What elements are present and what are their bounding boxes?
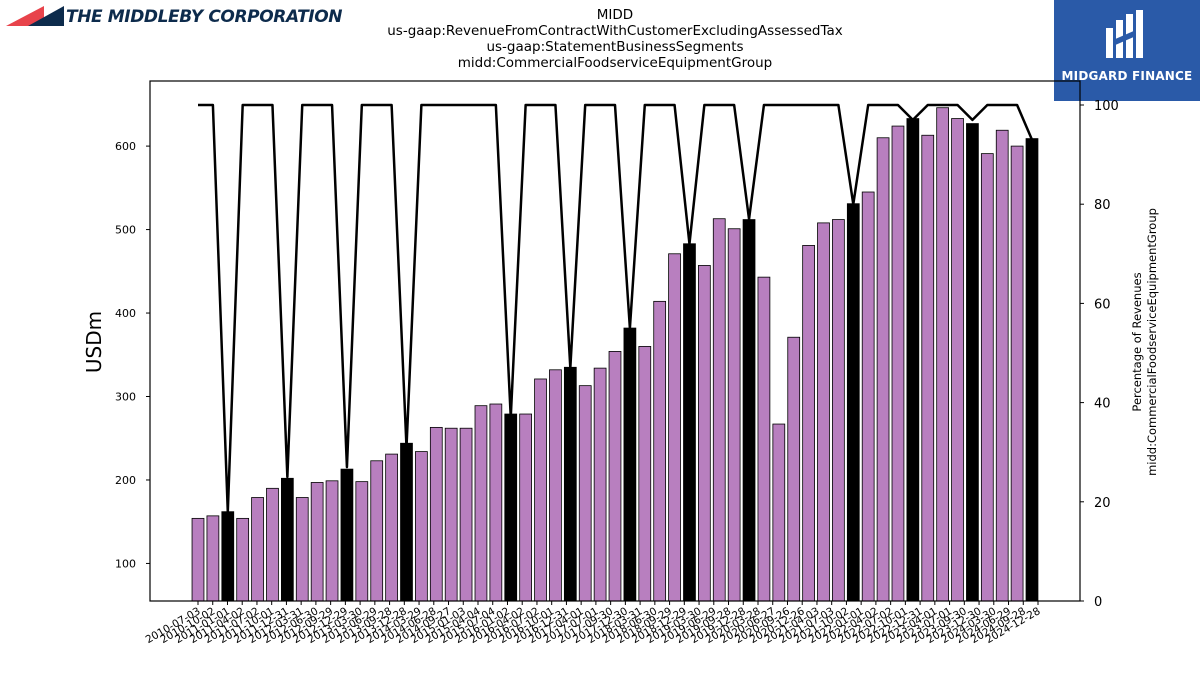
bar-48 bbox=[906, 118, 920, 602]
bar-18 bbox=[459, 427, 473, 602]
bar-26 bbox=[578, 385, 592, 602]
bar-2 bbox=[221, 511, 235, 602]
title-line-concept: us-gaap:RevenueFromContractWithCustomerE… bbox=[387, 23, 843, 39]
y2-axis-label-line1: Percentage of Revenues bbox=[1130, 272, 1144, 412]
title-line-axis: us-gaap:StatementBusinessSegments bbox=[486, 39, 744, 55]
y2-tick-label-2: 40 bbox=[1094, 397, 1111, 412]
bar-46 bbox=[876, 137, 890, 602]
y2-tick-label-0: 0 bbox=[1094, 595, 1102, 610]
bar-11 bbox=[355, 481, 369, 602]
middleby-logo: THE MIDDLEBY CORPORATION bbox=[6, 4, 342, 30]
bar-38 bbox=[757, 276, 771, 602]
bar-6 bbox=[280, 477, 294, 602]
y2-axis-label: Percentage of Revenues midd:CommercialFo… bbox=[1130, 208, 1160, 476]
bar-39 bbox=[772, 423, 786, 602]
bar-7 bbox=[295, 497, 309, 602]
bar-1 bbox=[206, 515, 220, 602]
bar-4 bbox=[251, 497, 264, 602]
bar-3 bbox=[236, 517, 250, 602]
midgard-logo-mark bbox=[1106, 10, 1143, 58]
y-tick-label-5: 600 bbox=[115, 140, 136, 153]
bar-21 bbox=[504, 413, 518, 602]
y2-tick-label-5: 100 bbox=[1094, 99, 1119, 114]
bar-16 bbox=[429, 426, 443, 602]
bar-9 bbox=[325, 480, 339, 602]
middleby-logo-text: THE MIDDLEBY CORPORATION bbox=[66, 7, 343, 27]
bar-52 bbox=[966, 123, 979, 602]
bar-45 bbox=[861, 191, 875, 602]
bar-8 bbox=[310, 482, 324, 602]
bar-24 bbox=[549, 369, 562, 602]
bar-20 bbox=[489, 403, 503, 602]
bar-13 bbox=[385, 453, 398, 602]
axes-layer: 1002003004005006000204060801002010-07-03… bbox=[115, 80, 1119, 646]
bar-42 bbox=[817, 222, 830, 602]
title-line-member: midd:CommercialFoodserviceEquipmentGroup bbox=[457, 55, 773, 71]
middleby-logo-mark bbox=[6, 6, 64, 26]
bar-22 bbox=[519, 413, 533, 602]
chart-title: MIDD us-gaap:RevenueFromContractWithCust… bbox=[315, 7, 915, 71]
bar-28 bbox=[608, 351, 622, 602]
plot-frame bbox=[149, 80, 1081, 602]
bar-36 bbox=[727, 228, 741, 602]
y2-axis-label-line2: midd:CommercialFoodserviceEquipmentGroup bbox=[1145, 208, 1159, 476]
y-tick-label-3: 400 bbox=[115, 307, 136, 320]
bar-50 bbox=[936, 107, 950, 602]
bar-0 bbox=[191, 517, 205, 602]
bar-51 bbox=[951, 118, 964, 602]
bar-33 bbox=[683, 243, 696, 602]
midgard-finance-logo: MIDGARD FINANCE bbox=[1054, 0, 1200, 101]
y-axis-label: USDm bbox=[82, 310, 106, 374]
bar-41 bbox=[802, 245, 815, 602]
bar-54 bbox=[995, 129, 1009, 602]
bar-34 bbox=[698, 265, 711, 602]
bar-23 bbox=[534, 378, 547, 602]
y2-tick-label-3: 60 bbox=[1094, 297, 1111, 312]
bar-5 bbox=[266, 487, 279, 602]
bars-layer bbox=[191, 107, 1039, 602]
bar-14 bbox=[400, 442, 413, 602]
bar-44 bbox=[846, 203, 860, 602]
midgard-logo-text: MIDGARD FINANCE bbox=[1061, 69, 1193, 83]
bar-27 bbox=[593, 367, 607, 602]
bar-32 bbox=[668, 253, 681, 602]
bar-40 bbox=[787, 336, 801, 602]
y-tick-label-1: 200 bbox=[115, 474, 136, 487]
y2-tick-label-1: 20 bbox=[1094, 496, 1111, 511]
bar-56 bbox=[1025, 138, 1039, 602]
bar-37 bbox=[742, 219, 756, 602]
bar-19 bbox=[474, 405, 488, 602]
percentage-line-layer bbox=[198, 103, 1034, 513]
bar-17 bbox=[444, 427, 458, 602]
y-tick-label-2: 300 bbox=[115, 391, 136, 404]
title-line-ticker: MIDD bbox=[596, 7, 634, 23]
bar-10 bbox=[340, 468, 354, 602]
bar-55 bbox=[1010, 145, 1024, 602]
percentage-line bbox=[198, 103, 1034, 513]
bar-53 bbox=[980, 153, 994, 602]
bar-47 bbox=[891, 125, 905, 602]
bar-30 bbox=[638, 346, 652, 602]
bar-49 bbox=[921, 134, 935, 602]
y2-tick-label-4: 80 bbox=[1094, 198, 1111, 213]
bar-25 bbox=[563, 366, 577, 602]
y-tick-label-0: 100 bbox=[115, 557, 136, 570]
y-tick-label-4: 500 bbox=[115, 224, 136, 237]
bar-29 bbox=[623, 327, 637, 602]
bar-43 bbox=[832, 219, 845, 602]
bar-12 bbox=[370, 460, 384, 602]
bar-15 bbox=[415, 451, 428, 602]
bar-35 bbox=[712, 218, 726, 602]
bar-31 bbox=[653, 300, 667, 602]
